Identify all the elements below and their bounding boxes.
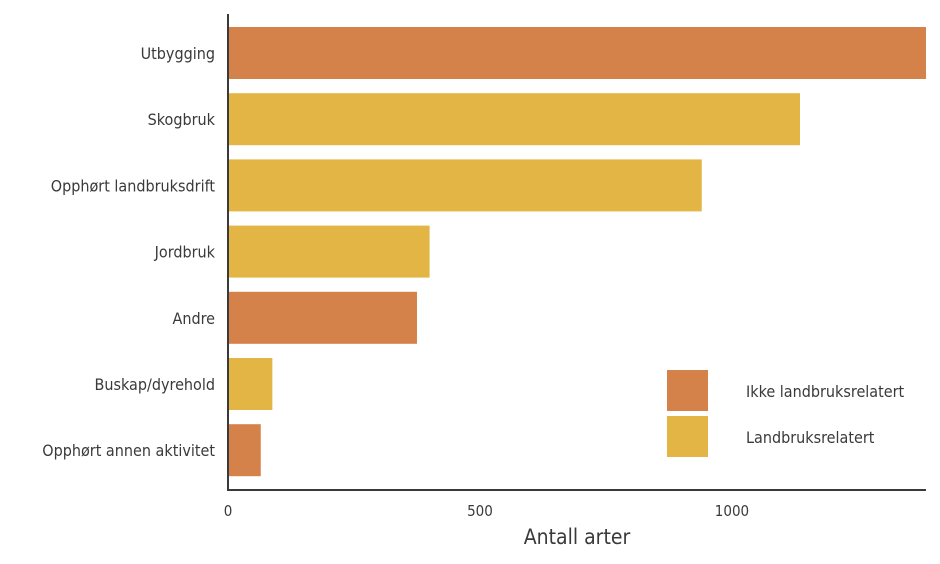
bar-0 bbox=[228, 27, 926, 79]
legend-label: Ikke landbruksrelatert bbox=[746, 382, 905, 401]
x-axis-title: Antall arter bbox=[524, 525, 631, 549]
category-label: Opphørt annen aktivitet bbox=[42, 441, 215, 460]
bar-1 bbox=[228, 93, 801, 146]
category-label: Andre bbox=[172, 309, 215, 328]
x-tick-label: 0 bbox=[224, 502, 233, 520]
bar-4 bbox=[228, 291, 417, 344]
bar-2 bbox=[228, 159, 702, 212]
x-tick-label: 500 bbox=[467, 502, 493, 520]
legend-swatch bbox=[667, 370, 708, 411]
category-label: Opphørt landbruksdrift bbox=[51, 176, 216, 195]
legend: Ikke landbruksrelatert Landbruksrelatert bbox=[667, 370, 905, 457]
x-tick-label: 1000 bbox=[715, 502, 749, 520]
bar-3 bbox=[228, 225, 430, 278]
bar-6 bbox=[228, 424, 261, 477]
category-label: Utbygging bbox=[141, 44, 215, 63]
bars bbox=[228, 27, 926, 477]
category-label: Buskap/dyrehold bbox=[94, 375, 215, 394]
category-labels: Utbygging Skogbruk Opphørt landbruksdrift J… bbox=[42, 44, 215, 460]
category-label: Jordbruk bbox=[154, 243, 216, 262]
legend-label: Landbruksrelatert bbox=[746, 428, 875, 447]
bar-5 bbox=[228, 358, 273, 410]
x-axis-ticks: 0 500 1000 bbox=[224, 502, 749, 520]
category-label: Skogbruk bbox=[148, 110, 216, 129]
legend-swatch bbox=[667, 416, 708, 457]
